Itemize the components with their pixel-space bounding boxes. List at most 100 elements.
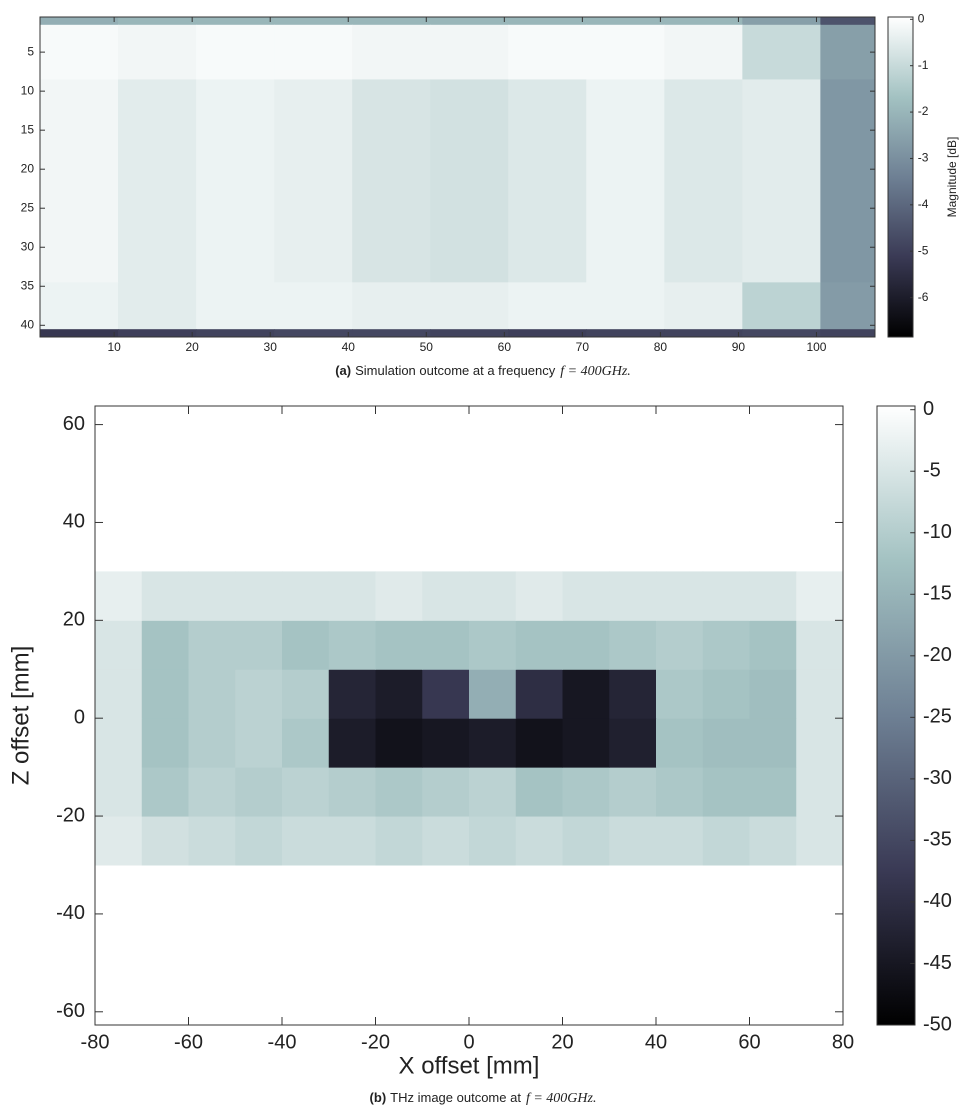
heatmap-cell bbox=[422, 816, 470, 866]
colorbar-tick-label: -2 bbox=[918, 104, 929, 118]
heatmap-cell bbox=[196, 282, 275, 330]
heatmap-cell bbox=[820, 282, 876, 330]
heatmap-cell bbox=[508, 17, 587, 26]
heatmap-cell bbox=[742, 17, 821, 26]
colorbar-tick-label: -5 bbox=[918, 243, 929, 257]
heatmap-cell bbox=[118, 24, 197, 80]
colorbar-tick-label: -1 bbox=[918, 58, 929, 72]
caption: (b) THz image outcome at f = 400GHz. bbox=[370, 1090, 597, 1106]
heatmap-cell bbox=[375, 767, 423, 817]
heatmap-cell bbox=[742, 24, 821, 80]
heatmap-cell bbox=[430, 17, 509, 26]
heatmap-cell bbox=[352, 24, 431, 80]
heatmap-cell bbox=[749, 571, 797, 621]
heatmap-cell bbox=[609, 718, 657, 768]
x-tick-label: -20 bbox=[361, 1031, 390, 1053]
heatmap-cell bbox=[118, 282, 197, 330]
heatmap-cell bbox=[40, 17, 119, 26]
heatmap-cell bbox=[40, 79, 119, 283]
y-tick-label: 5 bbox=[27, 44, 34, 58]
heatmap-cell bbox=[375, 620, 423, 670]
heatmap-cell bbox=[282, 816, 330, 866]
heatmap-cell bbox=[141, 620, 189, 670]
heatmap-cell bbox=[508, 79, 587, 283]
heatmap-cell bbox=[562, 816, 610, 866]
x-tick-label: 30 bbox=[264, 340, 278, 354]
y-tick-label: 40 bbox=[21, 317, 35, 331]
colorbar-tick-label: -4 bbox=[918, 197, 929, 211]
heatmap-cell bbox=[586, 329, 665, 338]
heatmap-cell bbox=[196, 329, 275, 338]
heatmap-cell bbox=[282, 571, 330, 621]
heatmap-cell bbox=[141, 571, 189, 621]
x-tick-label: 0 bbox=[463, 1031, 474, 1053]
heatmap-cell bbox=[469, 620, 517, 670]
colorbar-tick-label: -15 bbox=[923, 583, 952, 605]
heatmap-cell bbox=[375, 718, 423, 768]
y-tick-label: -40 bbox=[56, 902, 85, 924]
x-tick-label: 90 bbox=[732, 340, 746, 354]
colorbar-tick-label: -40 bbox=[923, 890, 952, 912]
x-tick-label: -60 bbox=[174, 1031, 203, 1053]
heatmap-cell bbox=[664, 329, 743, 338]
heatmap-cell bbox=[796, 718, 844, 768]
colorbar-tick-label: 0 bbox=[918, 11, 925, 25]
heatmap-cell bbox=[664, 24, 743, 80]
caption-text: THz image outcome at bbox=[390, 1090, 521, 1105]
x-tick-label: 80 bbox=[832, 1031, 854, 1053]
heatmap-cell bbox=[422, 571, 470, 621]
heatmap-cell bbox=[188, 669, 236, 719]
x-tick-label: 20 bbox=[185, 340, 199, 354]
heatmap-cell bbox=[235, 571, 283, 621]
heatmap-cell bbox=[328, 571, 376, 621]
heatmap-cell bbox=[609, 767, 657, 817]
x-tick-label: 40 bbox=[342, 340, 356, 354]
heatmap-cell bbox=[796, 669, 844, 719]
heatmap-cell bbox=[656, 816, 704, 866]
heatmap-cell bbox=[328, 718, 376, 768]
heatmap-cell bbox=[422, 669, 470, 719]
heatmap-cell bbox=[742, 329, 821, 338]
heatmap-cell bbox=[282, 620, 330, 670]
heatmap-cell bbox=[196, 17, 275, 26]
colorbar bbox=[887, 16, 914, 338]
heatmap-cell bbox=[820, 24, 876, 80]
heatmap-cell bbox=[515, 669, 563, 719]
heatmap-cell bbox=[430, 24, 509, 80]
x-tick-label: 60 bbox=[738, 1031, 760, 1053]
heatmap-cell bbox=[188, 718, 236, 768]
colorbar-tick-label: -30 bbox=[923, 767, 952, 789]
heatmap-cell bbox=[586, 282, 665, 330]
heatmap-cell bbox=[141, 669, 189, 719]
x-tick-label: 50 bbox=[420, 340, 434, 354]
heatmap-cell bbox=[820, 79, 876, 283]
heatmap-cell bbox=[609, 620, 657, 670]
heatmap-cell bbox=[235, 620, 283, 670]
heatmap-cell bbox=[422, 767, 470, 817]
heatmap-cell bbox=[508, 282, 587, 330]
colorbar-tick-label: -20 bbox=[923, 644, 952, 666]
heatmap-cell bbox=[664, 17, 743, 26]
heatmap-cell bbox=[95, 571, 143, 621]
heatmap-cell bbox=[352, 329, 431, 338]
heatmap-cell bbox=[141, 816, 189, 866]
heatmap-cell bbox=[656, 767, 704, 817]
heatmap-cell bbox=[749, 718, 797, 768]
heatmap-cell bbox=[469, 718, 517, 768]
caption-label: (a) bbox=[335, 363, 351, 378]
heatmap-cell bbox=[702, 767, 750, 817]
heatmap-cell bbox=[702, 620, 750, 670]
caption-math: f = 400GHz. bbox=[526, 1091, 597, 1106]
heatmap-cell bbox=[141, 767, 189, 817]
heatmap-cell bbox=[95, 620, 143, 670]
heatmap-cell bbox=[656, 718, 704, 768]
heatmap-cell bbox=[664, 79, 743, 283]
heatmap-cell bbox=[95, 816, 143, 866]
colorbar bbox=[876, 405, 916, 1026]
heatmap-cell bbox=[562, 767, 610, 817]
caption-label: (b) bbox=[370, 1090, 387, 1105]
heatmap-cell bbox=[118, 329, 197, 338]
heatmap-cell bbox=[235, 767, 283, 817]
heatmap-cell bbox=[820, 329, 876, 338]
heatmap-cell bbox=[515, 571, 563, 621]
